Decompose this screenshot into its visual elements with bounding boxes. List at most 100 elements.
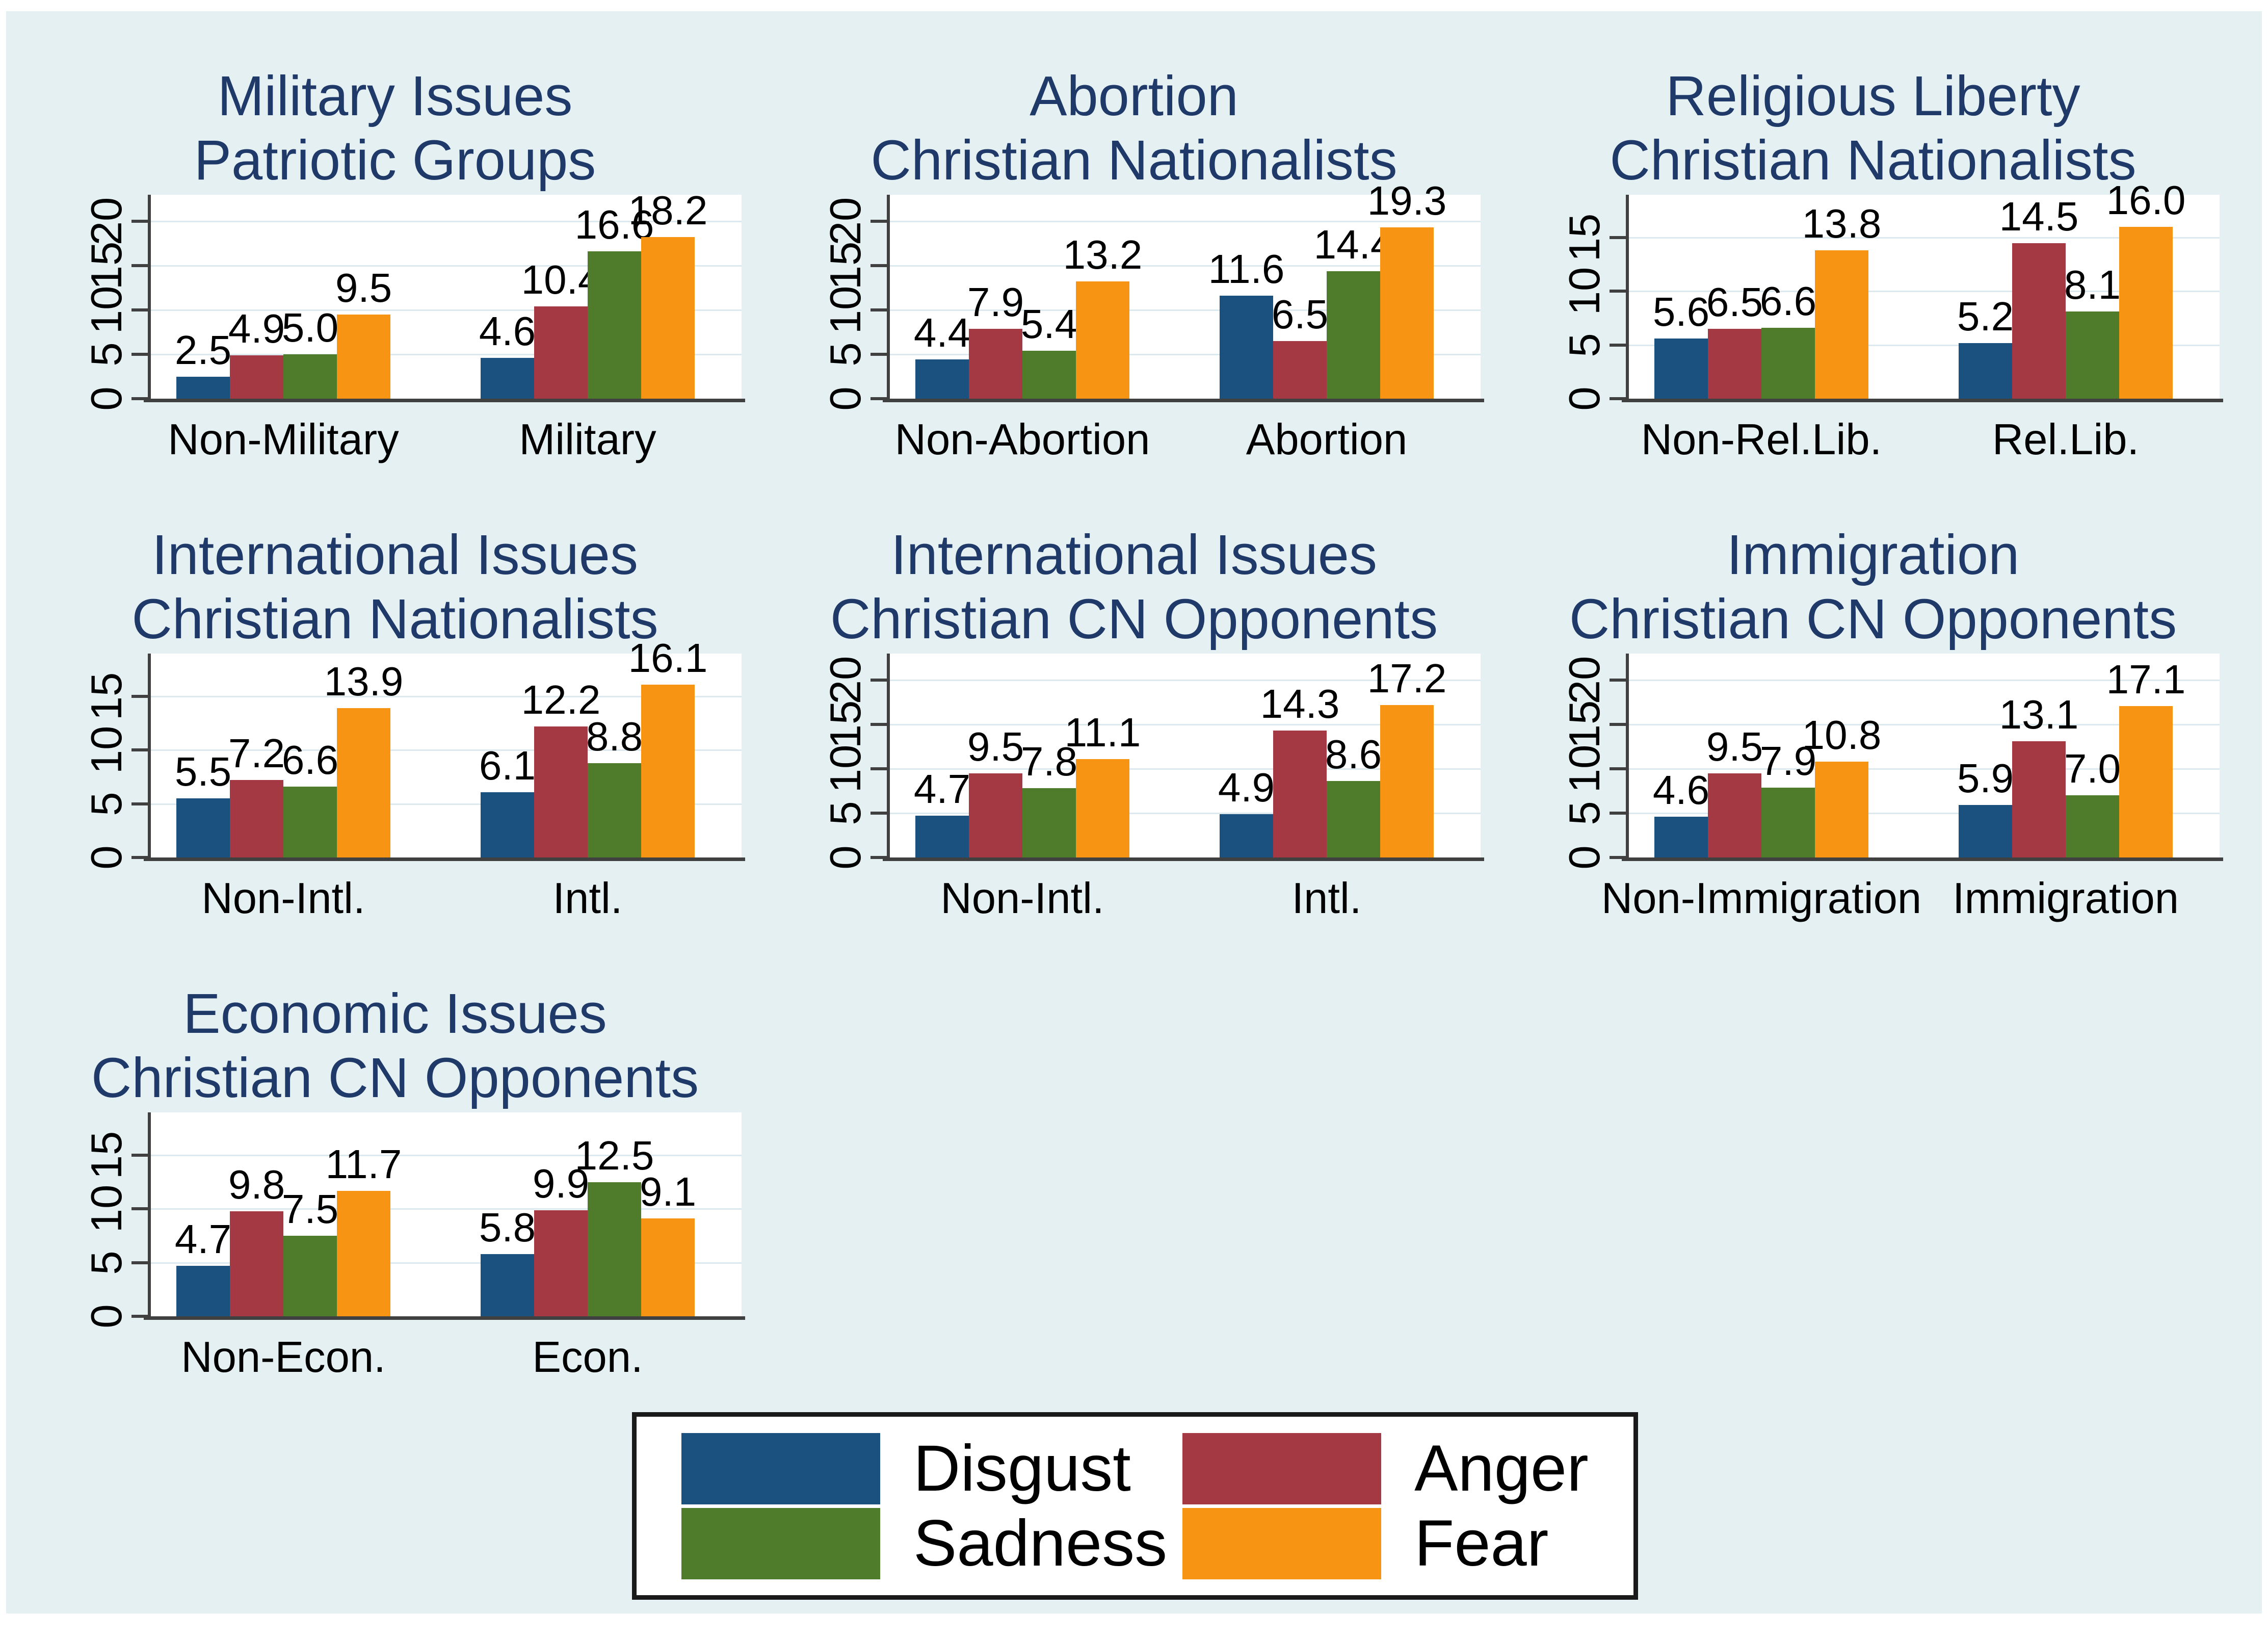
y-tick-label: 15 <box>822 241 870 290</box>
chart-title: Economic Issues <box>183 982 607 1045</box>
gridline <box>890 265 1481 267</box>
bar-anger-0 <box>969 773 1022 857</box>
y-tick <box>871 812 887 815</box>
x-category-label: Rel.Lib. <box>1992 415 2140 464</box>
bar-sadness-0 <box>283 1236 337 1316</box>
y-tick-label: 20 <box>822 656 870 705</box>
y-tick-label: 15 <box>83 1131 131 1180</box>
bar-value-label: 16.6 <box>574 202 654 248</box>
legend-label-anger: Anger <box>1414 1432 1589 1505</box>
x-category-label: Econ. <box>532 1333 643 1382</box>
bar-disgust-0 <box>1654 339 1708 399</box>
bar-value-label: 11.7 <box>325 1141 402 1187</box>
chart-4: International Issues Christian Nationalis… <box>31 516 759 965</box>
chart-title: Immigration <box>1726 524 2020 586</box>
y-tick-label: 10 <box>1561 267 1609 316</box>
gridline <box>151 265 742 267</box>
bar-value-label: 12.2 <box>521 677 601 723</box>
y-tick <box>1610 812 1626 815</box>
chart-2: Abortion Christian Nationalists 0 5 10 15 20 4.… <box>770 57 1498 506</box>
bar-value-label: 4.6 <box>479 308 536 354</box>
bar-value-label: 6.6 <box>281 737 339 783</box>
gridline <box>151 1208 742 1210</box>
bar-value-label: 18.2 <box>628 188 708 233</box>
bar-value-label: 6.1 <box>479 742 536 788</box>
legend-swatch-disgust <box>681 1433 880 1504</box>
bar-fear-0 <box>1815 250 1868 399</box>
legend-item-sadness: Sadness <box>681 1506 1167 1581</box>
bar-value-label: 14.5 <box>1999 193 2079 239</box>
bar-value-label: 5.9 <box>1957 756 2014 801</box>
y-tick <box>1610 723 1626 726</box>
bar-anger-0 <box>230 1211 283 1316</box>
y-tick-label: 20 <box>1561 656 1609 705</box>
chart-title: Christian Nationalists <box>871 129 1397 192</box>
legend-label-sadness: Sadness <box>913 1507 1168 1580</box>
legend-item-fear: Fear <box>1182 1506 1618 1581</box>
bar-value-label: 5.6 <box>1652 289 1710 335</box>
bar-disgust-0 <box>176 376 230 399</box>
y-tick <box>871 397 887 400</box>
gridline <box>890 724 1481 726</box>
y-tick-label: 0 <box>1561 845 1609 870</box>
y-tick-label: 10 <box>83 726 131 774</box>
y-tick <box>1610 856 1626 859</box>
y-axis <box>887 654 890 857</box>
y-tick <box>1610 290 1626 293</box>
y-tick-label: 15 <box>83 672 131 721</box>
figure-panel: Military Issues Patriotic Groups 0 5 10 15 20 2… <box>6 11 2262 1614</box>
bar-anger-0 <box>969 328 1022 399</box>
bar-fear-0 <box>337 708 390 857</box>
bar-anger-0 <box>1708 773 1761 857</box>
gridline <box>890 768 1481 770</box>
chart-title: Military Issues <box>217 65 573 127</box>
legend-swatch-sadness <box>681 1507 880 1579</box>
y-tick <box>871 220 887 223</box>
y-tick <box>131 264 148 268</box>
bar-anger-1 <box>1273 341 1327 399</box>
bar-sadness-0 <box>283 787 337 857</box>
chart-title: Christian CN Opponents <box>91 1047 699 1109</box>
gridline <box>151 1155 742 1157</box>
y-tick <box>871 856 887 859</box>
bar-fear-1 <box>2119 706 2173 857</box>
y-tick <box>871 767 887 771</box>
bar-value-label: 17.2 <box>1367 655 1447 701</box>
bar-value-label: 10.4 <box>521 257 601 303</box>
y-axis <box>887 195 890 399</box>
x-category-label: Non-Immigration <box>1601 874 1922 923</box>
gridline <box>151 803 742 805</box>
bar-value-label: 13.8 <box>1802 201 1882 247</box>
y-tick-label: 0 <box>83 386 131 411</box>
bar-anger-1 <box>1273 731 1327 857</box>
bar-value-label: 6.5 <box>1706 279 1763 325</box>
bar-sadness-1 <box>588 1182 641 1316</box>
y-tick-label: 10 <box>83 285 131 334</box>
bar-value-label: 4.7 <box>913 766 971 812</box>
y-tick-label: 10 <box>1561 744 1609 793</box>
y-tick-label: 15 <box>1561 700 1609 749</box>
y-tick <box>131 1154 148 1157</box>
x-category-label: Non-Intl. <box>201 874 365 923</box>
bar-disgust-1 <box>1959 343 2012 399</box>
bar-fear-0 <box>337 1190 390 1316</box>
bar-anger-1 <box>2012 741 2066 857</box>
y-tick <box>1610 679 1626 682</box>
bar-value-label: 9.1 <box>639 1169 697 1215</box>
y-tick-label: 20 <box>822 197 870 246</box>
y-tick <box>131 1261 148 1264</box>
y-tick-label: 0 <box>83 845 131 870</box>
x-category-label: Abortion <box>1246 415 1408 464</box>
bar-value-label: 14.3 <box>1260 681 1340 727</box>
bar-sadness-0 <box>1022 788 1076 857</box>
gridline <box>1629 768 2220 770</box>
bar-sadness-0 <box>1761 787 1815 857</box>
bar-disgust-0 <box>1654 817 1708 857</box>
x-category-label: Military <box>519 415 656 464</box>
bar-disgust-1 <box>1220 296 1273 399</box>
x-category-label: Non-Abortion <box>894 415 1150 464</box>
x-axis <box>144 857 745 861</box>
gridline <box>151 749 742 751</box>
legend-label-fear: Fear <box>1414 1507 1549 1580</box>
bar-value-label: 2.5 <box>174 327 232 373</box>
